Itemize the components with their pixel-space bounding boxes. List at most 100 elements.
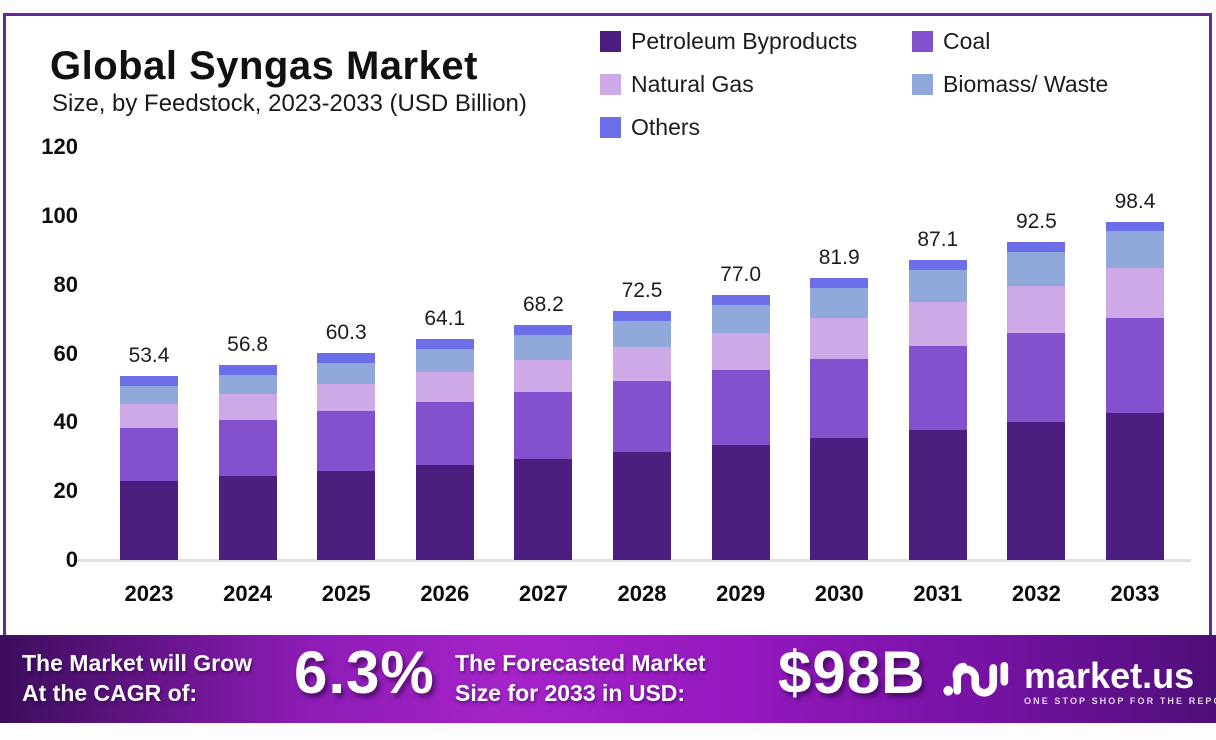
legend-swatch-icon (600, 117, 621, 138)
legend-label: Petroleum Byproducts (631, 28, 858, 54)
legend-swatch-icon (600, 31, 621, 52)
bottom-banner: The Market will Grow At the CAGR of: 6.3… (0, 635, 1216, 723)
page-title: Global Syngas Market (50, 44, 478, 88)
legend: Petroleum Byproducts Coal Natural Gas Bioma… (600, 28, 1108, 141)
bar-total-label-2024: 56.8 (227, 332, 269, 356)
bar-total-label-2032: 92.5 (1015, 209, 1057, 233)
segment-2028-others (613, 310, 671, 321)
y-axis-tick-60: 60 (53, 340, 78, 366)
segment-2024-petroleum-byproducts (218, 476, 277, 560)
y-axis-tick-0: 0 (65, 547, 78, 572)
segment-2026-petroleum-byproducts (415, 464, 474, 560)
segment-2024-coal (218, 419, 277, 477)
segment-2025-natural-gas (317, 383, 376, 412)
segment-2027-natural-gas (514, 359, 573, 392)
segment-2028-natural-gas (613, 346, 671, 382)
segment-2027-petroleum-byproducts (514, 458, 573, 560)
page-subtitle: Size, by Feedstock, 2023-2033 (USD Billi… (52, 90, 527, 117)
segment-2023-coal (120, 427, 178, 482)
x-axis-label-2031: 2031 (913, 581, 963, 606)
bar-2024 (218, 364, 277, 560)
segment-2029-biomass-waste (711, 305, 770, 333)
x-axis-label-2028: 2028 (617, 581, 667, 606)
legend-item-natural-gas: Natural Gas (600, 71, 912, 98)
segment-2032-coal (1007, 332, 1066, 422)
bar-total-label-2027: 68.2 (522, 293, 564, 317)
segment-2033-natural-gas (1106, 267, 1164, 319)
x-axis-label-2026: 2026 (420, 581, 470, 606)
segment-2026-biomass-waste (415, 349, 474, 373)
bar-2029 (711, 295, 770, 560)
bar-total-label-2030: 81.9 (818, 246, 860, 270)
segment-2033-biomass-waste (1106, 231, 1164, 268)
segment-2031-others (908, 260, 967, 271)
segment-2029-natural-gas (711, 332, 770, 371)
segment-2026-natural-gas (415, 372, 474, 402)
cagr-label: The Market will Grow At the CAGR of: (22, 648, 252, 709)
legend-label: Coal (943, 28, 991, 54)
bar-2028 (613, 310, 671, 560)
segment-2028-petroleum-byproducts (613, 452, 671, 560)
bar-2025 (317, 352, 376, 560)
x-axis-label-2024: 2024 (223, 581, 273, 606)
segment-2031-biomass-waste (908, 270, 967, 303)
x-axis-label-2030: 2030 (814, 581, 864, 606)
legend-label: Biomass/ Waste (943, 71, 1109, 97)
segment-2023-natural-gas (120, 404, 178, 428)
bar-2027 (514, 325, 573, 560)
segment-2024-biomass-waste (218, 374, 277, 395)
segment-2027-others (514, 325, 573, 336)
segment-2029-petroleum-byproducts (711, 445, 770, 560)
segment-2027-biomass-waste (514, 335, 573, 360)
segment-2031-petroleum-byproducts (908, 429, 967, 560)
x-axis-label-2025: 2025 (321, 581, 371, 606)
legend-swatch-icon (600, 74, 621, 95)
bar-total-label-2023: 53.4 (128, 344, 170, 368)
legend-item-petroleum-byproducts: Petroleum Byproducts (600, 28, 912, 55)
bar-2033 (1106, 221, 1164, 560)
x-axis-baseline (75, 559, 1191, 562)
x-axis-label-2029: 2029 (716, 581, 766, 606)
forecast-value: $98B (778, 639, 926, 706)
segment-2028-coal (613, 381, 671, 453)
forecast-label-line2: Size for 2033 in USD: (455, 680, 686, 707)
segment-2032-natural-gas (1007, 285, 1066, 333)
segment-2031-natural-gas (908, 302, 967, 346)
segment-2023-others (120, 376, 178, 387)
cagr-label-line1: The Market will Grow (22, 650, 253, 676)
legend-label: Others (631, 114, 701, 140)
forecast-label-line1: The Forecasted Market (455, 650, 706, 676)
marketus-logo-name: market.us (1024, 655, 1195, 697)
segment-2030-natural-gas (810, 318, 869, 359)
marketus-logo-icon (942, 650, 1014, 713)
segment-2033-coal (1106, 318, 1164, 413)
segment-2030-others (810, 278, 869, 289)
bar-total-label-2033: 98.4 (1114, 189, 1156, 213)
segment-2023-petroleum-byproducts (120, 481, 178, 560)
legend-item-others: Others (600, 114, 912, 141)
segment-2030-petroleum-byproducts (810, 437, 869, 560)
x-axis-label-2033: 2033 (1110, 581, 1160, 606)
segment-2024-natural-gas (218, 394, 277, 420)
segment-2026-others (415, 339, 474, 350)
bar-2026 (415, 339, 474, 560)
segment-2023-biomass-waste (120, 386, 178, 405)
segment-2031-coal (908, 345, 967, 430)
legend-label: Natural Gas (631, 71, 754, 97)
segment-2026-coal (415, 401, 474, 465)
bar-2031 (908, 260, 967, 560)
legend-item-biomass-waste: Biomass/ Waste (912, 71, 1108, 98)
segment-2024-others (218, 364, 277, 375)
segment-2025-coal (317, 411, 376, 471)
legend-item-coal: Coal (912, 28, 1108, 55)
segment-2028-biomass-waste (613, 320, 671, 347)
bar-total-label-2025: 60.3 (325, 320, 367, 344)
segment-2029-coal (711, 370, 770, 446)
segment-2025-petroleum-byproducts (317, 470, 376, 560)
segment-2030-biomass-waste (810, 288, 869, 318)
bar-2030 (810, 278, 869, 560)
y-axis-tick-100: 100 (41, 203, 78, 228)
legend-swatch-icon (912, 31, 933, 52)
y-axis-tick-20: 20 (53, 478, 78, 504)
segment-2027-coal (514, 391, 573, 459)
